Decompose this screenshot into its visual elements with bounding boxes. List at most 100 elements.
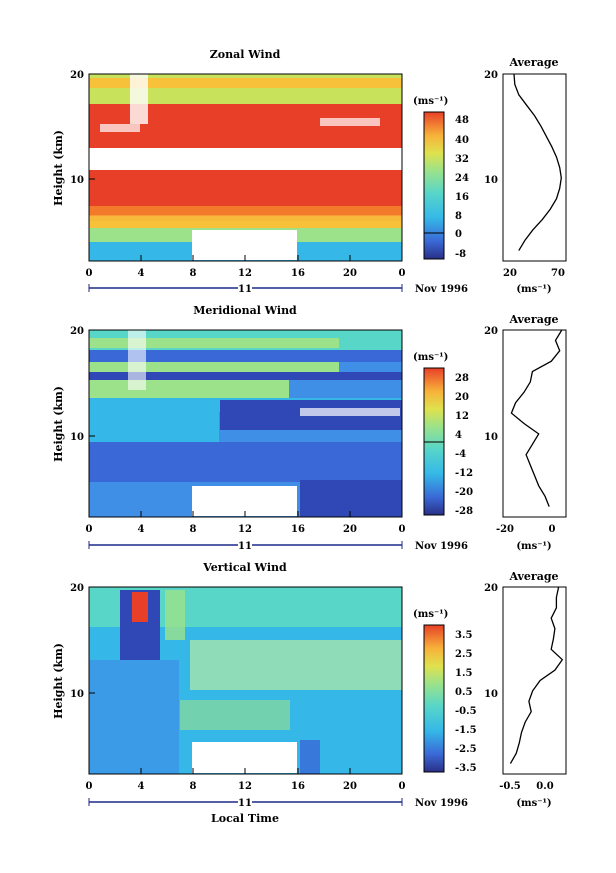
- meridional-heatmap: [89, 330, 402, 517]
- vertical-wind-panel: Vertical Wind 0 4 8 12 16 20 0: [52, 561, 567, 825]
- svg-text:20: 20: [70, 70, 84, 81]
- svg-text:10: 10: [484, 689, 498, 700]
- svg-text:24: 24: [455, 173, 469, 184]
- svg-text:Nov 1996: Nov 1996: [415, 798, 468, 809]
- svg-text:0: 0: [86, 268, 93, 279]
- svg-text:0: 0: [399, 781, 406, 792]
- svg-text:4: 4: [455, 430, 462, 441]
- svg-text:8: 8: [455, 211, 462, 222]
- zonal-x-ticks: 0 4 8 12 16 20 0: [86, 255, 406, 279]
- svg-text:10: 10: [484, 175, 498, 186]
- vertical-xlabel: Local Time: [211, 812, 279, 825]
- svg-text:1.5: 1.5: [455, 668, 472, 679]
- svg-text:11: 11: [238, 284, 252, 295]
- svg-text:10: 10: [484, 432, 498, 443]
- meridional-x-ticks: 0 4 8 12 16 20 0: [86, 511, 406, 535]
- svg-text:20: 20: [343, 268, 357, 279]
- svg-text:8: 8: [190, 781, 197, 792]
- svg-text:-4: -4: [455, 449, 466, 460]
- svg-text:0: 0: [86, 781, 93, 792]
- meridional-y-ticks: 20 10: [70, 326, 95, 443]
- svg-text:0.0: 0.0: [536, 781, 553, 792]
- svg-text:-0.5: -0.5: [455, 706, 477, 717]
- meridional-day-axis: 11 Nov 1996: [88, 540, 468, 552]
- svg-text:4: 4: [138, 524, 145, 535]
- svg-text:11: 11: [238, 541, 252, 552]
- zonal-ylabel: Height (km): [52, 130, 65, 206]
- meridional-colorbar: 28 20 12 4 -4 -12 -20 -28: [423, 367, 473, 517]
- svg-text:0: 0: [399, 524, 406, 535]
- svg-text:32: 32: [455, 154, 469, 165]
- zonal-colorbar: 48 40 32 24 16 8 0 -8: [423, 111, 469, 260]
- svg-text:10: 10: [70, 689, 84, 700]
- meridional-average-line: [510, 329, 563, 507]
- zonal-title: Zonal Wind: [210, 48, 281, 61]
- meridional-wind-panel: Meridional Wind 0 4: [52, 304, 567, 552]
- svg-text:20: 20: [503, 268, 517, 279]
- svg-text:20: 20: [455, 392, 469, 403]
- zonal-unit: (ms⁻¹): [413, 96, 448, 107]
- vertical-day-axis: 11 Nov 1996: [88, 797, 468, 809]
- vertical-y-ticks: 20 10: [70, 583, 95, 700]
- meridional-ylabel: Height (km): [52, 386, 65, 462]
- vertical-gap: [192, 742, 297, 773]
- svg-text:2.5: 2.5: [455, 649, 472, 660]
- meridional-unit: (ms⁻¹): [413, 352, 448, 363]
- svg-text:4: 4: [138, 268, 145, 279]
- svg-text:-20: -20: [496, 524, 514, 535]
- vertical-colorbar: 3.5 2.5 1.5 0.5 -0.5 -1.5 -2.5 -3.5: [423, 624, 477, 774]
- svg-text:0: 0: [399, 268, 406, 279]
- svg-text:12: 12: [455, 411, 469, 422]
- svg-text:20: 20: [484, 583, 498, 594]
- svg-text:4: 4: [138, 781, 145, 792]
- svg-text:20: 20: [484, 70, 498, 81]
- svg-text:-20: -20: [455, 487, 473, 498]
- svg-text:70: 70: [551, 268, 565, 279]
- meridional-average-panel: Average 20 10 -20 0 (ms⁻¹): [484, 313, 567, 552]
- svg-text:20: 20: [70, 583, 84, 594]
- meridional-title: Meridional Wind: [193, 304, 297, 317]
- vertical-x-ticks: 0 4 8 12 16 20 0: [86, 768, 406, 792]
- svg-text:(ms⁻¹): (ms⁻¹): [516, 284, 551, 295]
- svg-text:-8: -8: [455, 249, 466, 260]
- svg-text:3.5: 3.5: [455, 630, 472, 641]
- svg-text:-3.5: -3.5: [455, 763, 477, 774]
- svg-text:Nov 1996: Nov 1996: [415, 541, 468, 552]
- svg-text:Average: Average: [508, 313, 558, 326]
- zonal-heatmap: [89, 74, 402, 261]
- svg-text:0: 0: [86, 524, 93, 535]
- svg-text:12: 12: [238, 524, 252, 535]
- svg-text:8: 8: [190, 268, 197, 279]
- svg-text:0.5: 0.5: [455, 687, 472, 698]
- svg-text:(ms⁻¹): (ms⁻¹): [516, 798, 551, 809]
- svg-text:0: 0: [455, 229, 462, 240]
- svg-text:16: 16: [291, 781, 305, 792]
- vertical-average-panel: Average 20 10 -0.5 0.0 (ms⁻¹): [484, 570, 567, 809]
- svg-text:8: 8: [190, 524, 197, 535]
- zonal-day-axis: 11 Nov 1996: [88, 283, 468, 295]
- svg-text:Nov 1996: Nov 1996: [415, 284, 468, 295]
- svg-text:28: 28: [455, 373, 469, 384]
- svg-text:16: 16: [291, 524, 305, 535]
- svg-text:20: 20: [343, 781, 357, 792]
- zonal-average-panel: Average 20 10 20 70 (ms⁻¹): [484, 56, 567, 295]
- svg-text:16: 16: [455, 192, 469, 203]
- svg-text:-12: -12: [455, 468, 473, 479]
- svg-text:12: 12: [238, 268, 252, 279]
- svg-text:10: 10: [70, 432, 84, 443]
- svg-text:10: 10: [70, 175, 84, 186]
- zonal-wind-panel: Zonal Wind: [52, 48, 567, 295]
- vertical-average-line: [509, 586, 564, 764]
- svg-text:-0.5: -0.5: [499, 781, 521, 792]
- vertical-heatmap: [89, 587, 402, 774]
- vertical-ylabel: Height (km): [52, 643, 65, 719]
- svg-text:20: 20: [484, 326, 498, 337]
- svg-text:0: 0: [549, 524, 556, 535]
- zonal-average-line: [513, 73, 562, 251]
- svg-text:(ms⁻¹): (ms⁻¹): [516, 541, 551, 552]
- svg-text:-1.5: -1.5: [455, 725, 477, 736]
- svg-text:Average: Average: [508, 56, 558, 69]
- svg-text:12: 12: [238, 781, 252, 792]
- svg-text:-2.5: -2.5: [455, 744, 477, 755]
